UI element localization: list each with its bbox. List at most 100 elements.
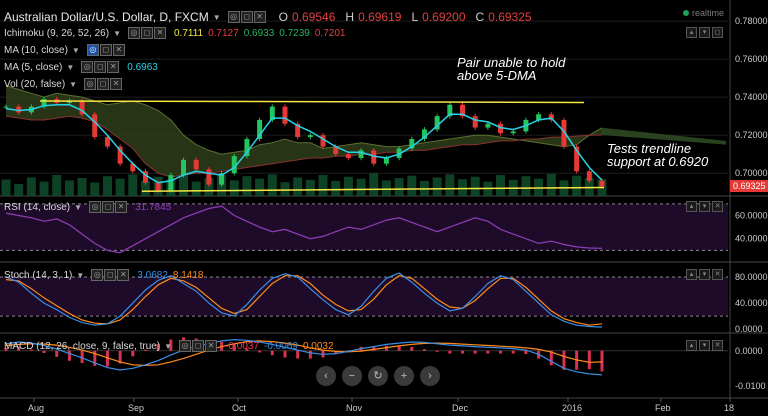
legend-ma10[interactable]: MA (10, close) ▼ ◎ ◻ ✕ xyxy=(4,44,128,56)
hide-icon[interactable]: ◻ xyxy=(192,340,205,352)
support-trendline xyxy=(141,186,605,192)
close-icon[interactable]: ✕ xyxy=(115,201,128,213)
close-icon[interactable]: ✕ xyxy=(253,11,266,23)
ichimoku-controls: ◎ ◻ ✕ xyxy=(127,27,166,39)
chevron-down-icon[interactable]: ▼ xyxy=(71,45,80,55)
hide-icon[interactable]: ◻ xyxy=(104,269,117,281)
pane-up-icon[interactable]: ▴ xyxy=(686,340,697,351)
legend-macd[interactable]: MACD (12, 26, close, 9, false, true) ▼ ◎… xyxy=(4,340,334,352)
legend-ichimoku[interactable]: Ichimoku (9, 26, 52, 26) ▼ ◎ ◻ ✕ 0.7111 0.… xyxy=(4,27,345,39)
ichimoku-label[interactable]: Ichimoku (9, 26, 52, 26) xyxy=(4,27,110,39)
hide-icon[interactable]: ◻ xyxy=(97,78,110,90)
x-axis-label: Dec xyxy=(452,403,469,413)
zoom-in-icon[interactable]: + xyxy=(394,366,414,386)
volume-bar xyxy=(140,181,150,196)
settings-icon[interactable]: ◎ xyxy=(227,11,240,23)
x-axis-label: 18 xyxy=(724,403,734,413)
legend-ma5[interactable]: MA (5, close) ▼ ◎ ◻ ✕ 0.6963 xyxy=(4,61,158,73)
vol-label[interactable]: Vol (20, false) xyxy=(4,78,66,90)
ohlc-high-label: H xyxy=(345,10,355,24)
hide-icon[interactable]: ◻ xyxy=(99,44,112,56)
settings-icon[interactable]: ◎ xyxy=(179,340,192,352)
candle-body xyxy=(536,114,542,120)
chevron-left-icon[interactable]: ‹ xyxy=(316,366,336,386)
settings-icon[interactable]: ◎ xyxy=(86,44,99,56)
candle-body xyxy=(498,123,504,134)
settings-icon[interactable]: ◎ xyxy=(91,269,104,281)
candle-body xyxy=(66,100,72,103)
close-icon[interactable]: ✕ xyxy=(107,61,120,73)
candle-body xyxy=(79,100,85,115)
stoch-k-value: 3.0682 xyxy=(137,269,168,281)
pane-up-icon[interactable]: ▴ xyxy=(686,27,697,38)
chevron-down-icon[interactable]: ▼ xyxy=(164,341,173,351)
chevron-down-icon[interactable]: ▼ xyxy=(66,62,75,72)
legend-vol[interactable]: Vol (20, false) ▼ ◎ ◻ ✕ xyxy=(4,78,125,90)
pane-close-icon[interactable]: ✕ xyxy=(712,340,723,351)
chevron-down-icon[interactable]: ▼ xyxy=(212,12,221,22)
resistance-trendline xyxy=(39,100,585,104)
candle-body xyxy=(117,146,123,164)
candle-body xyxy=(269,106,275,120)
pane-close-icon[interactable]: ✕ xyxy=(712,269,723,280)
candle-body xyxy=(104,137,110,147)
pane-close-icon[interactable]: ✕ xyxy=(712,201,723,212)
volume-bar xyxy=(369,173,379,196)
macd-label[interactable]: MACD (12, 26, close, 9, false, true) xyxy=(4,340,161,352)
candle-body xyxy=(231,156,237,174)
ma5-label[interactable]: MA (5, close) xyxy=(4,61,63,73)
cloud-lower-line xyxy=(5,115,603,178)
pane-up-icon[interactable]: ▴ xyxy=(686,201,697,212)
rsi-tick-label: 60.0000 xyxy=(735,210,768,220)
ma10-label[interactable]: MA (10, close) xyxy=(4,44,68,56)
zoom-out-icon[interactable]: − xyxy=(342,366,362,386)
volume-bar xyxy=(26,177,36,196)
candle-body xyxy=(383,157,389,164)
chevron-down-icon[interactable]: ▼ xyxy=(74,202,83,212)
volume-bar xyxy=(318,175,328,196)
candle-body xyxy=(130,163,136,172)
price-tick-label: 0.70000 xyxy=(735,168,768,178)
legend-stoch[interactable]: Stoch (14, 3, 1) ▼ ◎ ◻ ✕ 3.0682 8.1418 xyxy=(4,269,203,281)
chevron-down-icon[interactable]: ▼ xyxy=(113,28,121,38)
volume-bar xyxy=(1,179,11,196)
hide-icon[interactable]: ◻ xyxy=(102,201,115,213)
hide-icon[interactable]: ◻ xyxy=(140,27,153,39)
chevron-right-icon[interactable]: › xyxy=(420,366,440,386)
stoch-label[interactable]: Stoch (14, 3, 1) xyxy=(4,269,73,281)
hide-icon[interactable]: ◻ xyxy=(240,11,253,23)
settings-icon[interactable]: ◎ xyxy=(127,27,140,39)
macd-tick-label: -0.0100 xyxy=(735,381,766,391)
volume-bar xyxy=(572,175,582,196)
annotation-trendline-line1: Tests trendline xyxy=(607,141,692,156)
legend-rsi[interactable]: RSI (14, close) ▼ ◎ ◻ ✕ 31.7845 xyxy=(4,201,171,213)
pane-down-icon[interactable]: ▾ xyxy=(699,269,710,280)
close-icon[interactable]: ✕ xyxy=(117,269,130,281)
pane-down-icon[interactable]: ▾ xyxy=(699,340,710,351)
volume-bar xyxy=(128,174,138,196)
close-icon[interactable]: ✕ xyxy=(110,78,123,90)
pane-down-icon[interactable]: ▾ xyxy=(699,27,710,38)
pane-down-icon[interactable]: ▾ xyxy=(699,201,710,212)
symbol-title[interactable]: Australian Dollar/U.S. Dollar, D, FXCM xyxy=(4,10,209,24)
close-icon[interactable]: ✕ xyxy=(112,44,125,56)
candle-body xyxy=(168,175,174,191)
chevron-down-icon[interactable]: ▼ xyxy=(76,270,85,280)
candle-body xyxy=(282,106,288,124)
settings-icon[interactable]: ◎ xyxy=(89,201,102,213)
reset-icon[interactable]: ↻ xyxy=(368,366,388,386)
hide-icon[interactable]: ◻ xyxy=(94,61,107,73)
rsi-label[interactable]: RSI (14, close) xyxy=(4,201,71,213)
pane-maximize-icon[interactable]: ◻ xyxy=(712,27,723,38)
settings-icon[interactable]: ◎ xyxy=(81,61,94,73)
chevron-down-icon[interactable]: ▼ xyxy=(69,79,78,89)
candle-body xyxy=(92,114,98,138)
candle-body xyxy=(396,148,402,158)
macd-hist-value: -0.0037 xyxy=(225,340,260,352)
close-icon[interactable]: ✕ xyxy=(205,340,218,352)
pane-up-icon[interactable]: ▴ xyxy=(686,269,697,280)
price-pane-controls: ▴ ▾ ◻ xyxy=(686,27,723,38)
close-icon[interactable]: ✕ xyxy=(153,27,166,39)
settings-icon[interactable]: ◎ xyxy=(84,78,97,90)
volume-bar xyxy=(458,179,468,196)
